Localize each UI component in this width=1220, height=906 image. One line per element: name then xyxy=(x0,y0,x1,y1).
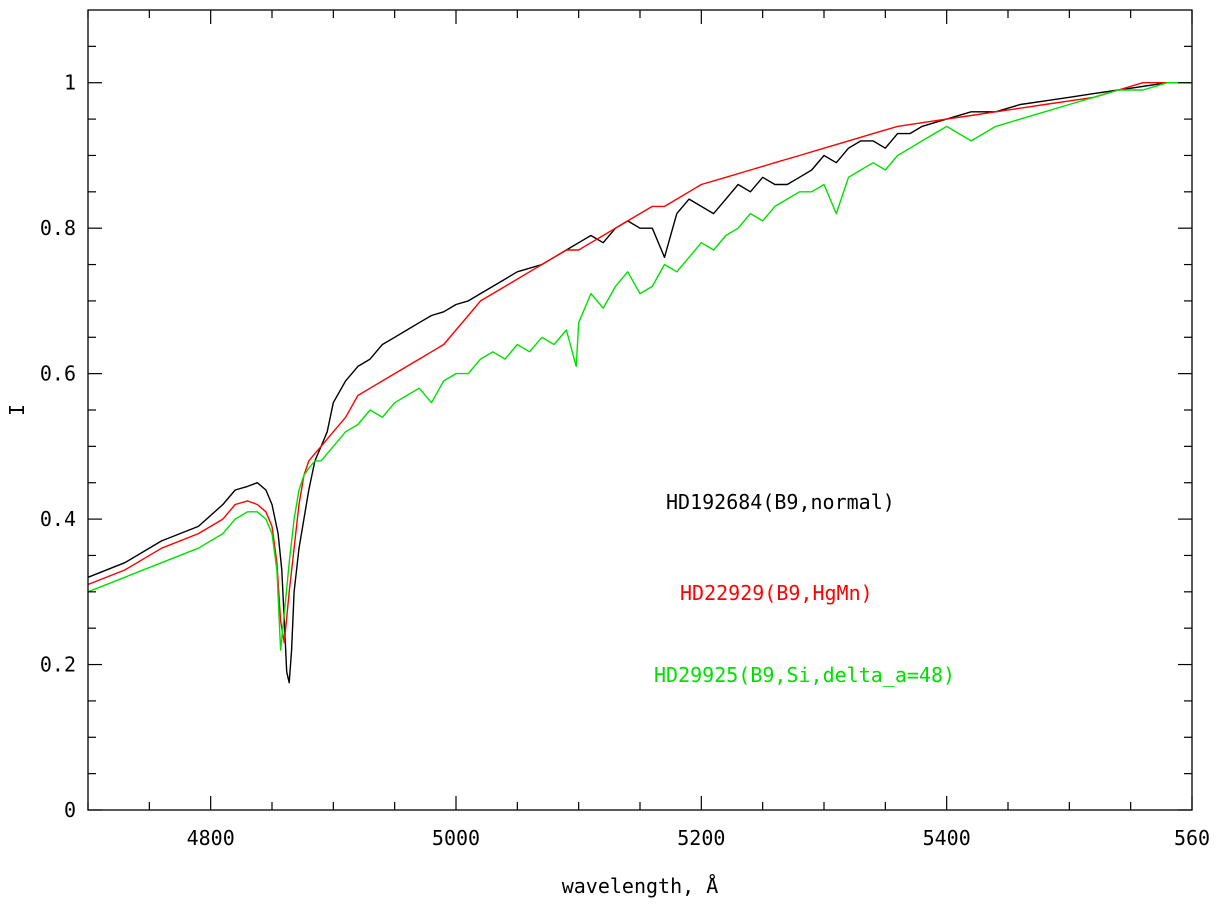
series-line-2 xyxy=(87,81,1192,651)
series-line-0 xyxy=(87,81,1192,684)
legend-label-hd29925: HD29925(B9,Si,delta_a=48) xyxy=(654,663,955,687)
plot-frame xyxy=(87,9,1193,811)
x-tick-label: 4800 xyxy=(187,826,235,850)
x-tick-label: 5000 xyxy=(432,826,480,850)
y-axis-label: I xyxy=(5,404,29,416)
series-layer xyxy=(87,81,1192,684)
y-tick-label: 0.2 xyxy=(40,653,76,677)
series-line-1 xyxy=(87,81,1192,644)
legend-label-hd22929: HD22929(B9,HgMn) xyxy=(680,581,873,605)
y-tick-label: 0.8 xyxy=(40,216,76,240)
x-tick-label: 5400 xyxy=(923,826,971,850)
y-tick-label: 0.4 xyxy=(40,507,76,531)
y-tick-label: 1 xyxy=(64,71,76,95)
y-tick-label: 0.6 xyxy=(40,362,76,386)
x-tick-label: 560 xyxy=(1174,826,1210,850)
y-tick-label: 0 xyxy=(64,798,76,822)
x-axis-label: wavelength, Å xyxy=(562,874,719,898)
x-tick-label: 5200 xyxy=(677,826,725,850)
legend-label-hd192684: HD192684(B9,normal) xyxy=(666,490,895,514)
